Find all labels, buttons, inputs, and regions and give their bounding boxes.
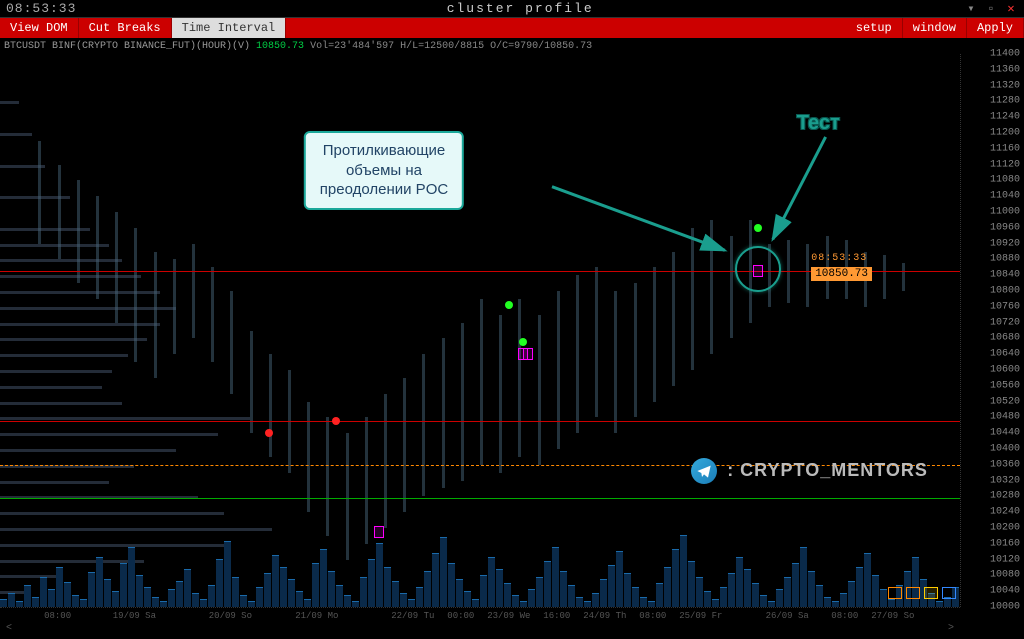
annotation-label: Тест — [797, 112, 840, 135]
chart-marker — [523, 348, 533, 360]
time-tick: 00:00 — [447, 611, 474, 621]
price-tick: 11280 — [990, 96, 1020, 107]
view-mode-icon[interactable] — [888, 587, 902, 599]
price-axis[interactable]: 1000010040100801012010160102001024010280… — [960, 54, 1024, 607]
volume-text: Vol=23'484'597 — [310, 41, 394, 52]
time-tick: 25/09 Fr — [679, 611, 722, 621]
view-mode-icon[interactable] — [924, 587, 938, 599]
time-tick: 22/09 Tu — [391, 611, 434, 621]
price-tick: 10640 — [990, 349, 1020, 360]
scroll-left-icon[interactable]: < — [6, 623, 12, 639]
price-tick: 11240 — [990, 112, 1020, 123]
cursor-price-label: 10850.73 — [811, 267, 872, 281]
time-tick: 08:00 — [831, 611, 858, 621]
toolbar-button[interactable]: Cut Breaks — [79, 18, 172, 38]
price-tick: 11120 — [990, 159, 1020, 170]
window-title: cluster profile — [76, 1, 964, 16]
time-tick: 23/09 We — [487, 611, 530, 621]
price-tick: 10240 — [990, 507, 1020, 518]
price-tick: 10080 — [990, 570, 1020, 581]
time-tick: 26/09 Sa — [766, 611, 809, 621]
candle-area — [0, 54, 960, 607]
info-bar: BTCUSDT BINF(CRYPTO BINANCE_FUT)(HOUR)(V… — [0, 38, 1024, 54]
price-tick: 10880 — [990, 254, 1020, 265]
toolbar-button[interactable]: Apply — [967, 18, 1024, 38]
price-tick: 10800 — [990, 286, 1020, 297]
toolbar: View DOMCut BreaksTime Interval setupwin… — [0, 18, 1024, 38]
title-bar: 08:53:33 cluster profile ▾ ▫ ✕ — [0, 0, 1024, 18]
close-icon[interactable]: ✕ — [1004, 2, 1018, 16]
chart-dot — [265, 429, 273, 437]
time-tick: 24/09 Th — [583, 611, 626, 621]
toolbar-button[interactable]: View DOM — [0, 18, 79, 38]
price-tick: 11360 — [990, 64, 1020, 75]
time-tick: 19/09 Sa — [113, 611, 156, 621]
price-tick: 10760 — [990, 301, 1020, 312]
view-mode-icon[interactable] — [942, 587, 956, 599]
maximize-icon[interactable]: ▫ — [984, 2, 998, 16]
telegram-icon — [691, 458, 717, 484]
price-tick: 10160 — [990, 538, 1020, 549]
time-tick: 21/09 Mo — [295, 611, 338, 621]
time-axis[interactable]: 08:00 19/09 Sa 20/09 So 21/09 Mo 22/09 Tu 00:… — [0, 607, 960, 623]
price-tick: 10120 — [990, 554, 1020, 565]
last-price: 10850.73 — [256, 41, 304, 52]
volume-bars — [0, 527, 960, 607]
time-tick: 08:00 — [639, 611, 666, 621]
chart-marker — [374, 526, 384, 538]
minimize-icon[interactable]: ▾ — [964, 2, 978, 16]
scale-control: < > — [0, 623, 960, 639]
chart-dot — [332, 417, 340, 425]
price-tick: 10000 — [990, 602, 1020, 613]
price-tick: 10200 — [990, 523, 1020, 534]
time-tick: 16:00 — [543, 611, 570, 621]
time-tick: 08:00 — [44, 611, 71, 621]
price-tick: 10360 — [990, 459, 1020, 470]
price-tick: 10040 — [990, 586, 1020, 597]
price-tick: 10680 — [990, 333, 1020, 344]
scroll-right-icon[interactable]: > — [948, 623, 954, 639]
price-tick: 10280 — [990, 491, 1020, 502]
price-tick: 11400 — [990, 49, 1020, 60]
price-tick: 11200 — [990, 128, 1020, 139]
price-tick: 11000 — [990, 207, 1020, 218]
price-tick: 10960 — [990, 222, 1020, 233]
price-tick: 10480 — [990, 412, 1020, 423]
price-tick: 10440 — [990, 428, 1020, 439]
oc-text: O/C=9790/10850.73 — [490, 41, 592, 52]
cursor-time-label: 08:53:33 — [811, 253, 867, 264]
toolbar-button[interactable]: setup — [846, 18, 903, 38]
price-tick: 10720 — [990, 317, 1020, 328]
chart-area[interactable]: 10850G10275G08:53:3310850.73Протилкивающ… — [0, 54, 960, 607]
time-tick: 27/09 So — [871, 611, 914, 621]
watermark-text: : CRYPTO_MENTORS — [727, 460, 928, 481]
footer-view-icons — [888, 587, 956, 599]
price-tick: 10840 — [990, 270, 1020, 281]
channel-watermark: : CRYPTO_MENTORS — [691, 458, 928, 484]
annotation-callout: Протилкивающиеобъемы напреодолении POC — [304, 131, 464, 210]
price-tick: 11320 — [990, 80, 1020, 91]
time-tick: 20/09 So — [209, 611, 252, 621]
toolbar-button[interactable]: window — [903, 18, 967, 38]
price-tick: 10600 — [990, 365, 1020, 376]
toolbar-button[interactable]: Time Interval — [172, 18, 287, 38]
chart-dot — [754, 224, 762, 232]
window-controls: ▾ ▫ ✕ — [964, 2, 1024, 16]
price-tick: 10400 — [990, 444, 1020, 455]
price-tick: 11040 — [990, 191, 1020, 202]
horizontal-poc-line — [0, 421, 960, 422]
horizontal-poc-line — [0, 498, 960, 499]
price-tick: 10920 — [990, 238, 1020, 249]
price-tick: 10560 — [990, 380, 1020, 391]
price-tick: 11080 — [990, 175, 1020, 186]
price-tick: 11160 — [990, 143, 1020, 154]
chart-dot — [505, 301, 513, 309]
price-tick: 10520 — [990, 396, 1020, 407]
chart-dot — [519, 338, 527, 346]
title-time: 08:53:33 — [0, 1, 76, 16]
hl-text: H/L=12500/8815 — [400, 41, 484, 52]
view-mode-icon[interactable] — [906, 587, 920, 599]
price-tick: 10320 — [990, 475, 1020, 486]
symbol-text: BTCUSDT BINF(CRYPTO BINANCE_FUT)(HOUR)(V… — [4, 41, 250, 52]
